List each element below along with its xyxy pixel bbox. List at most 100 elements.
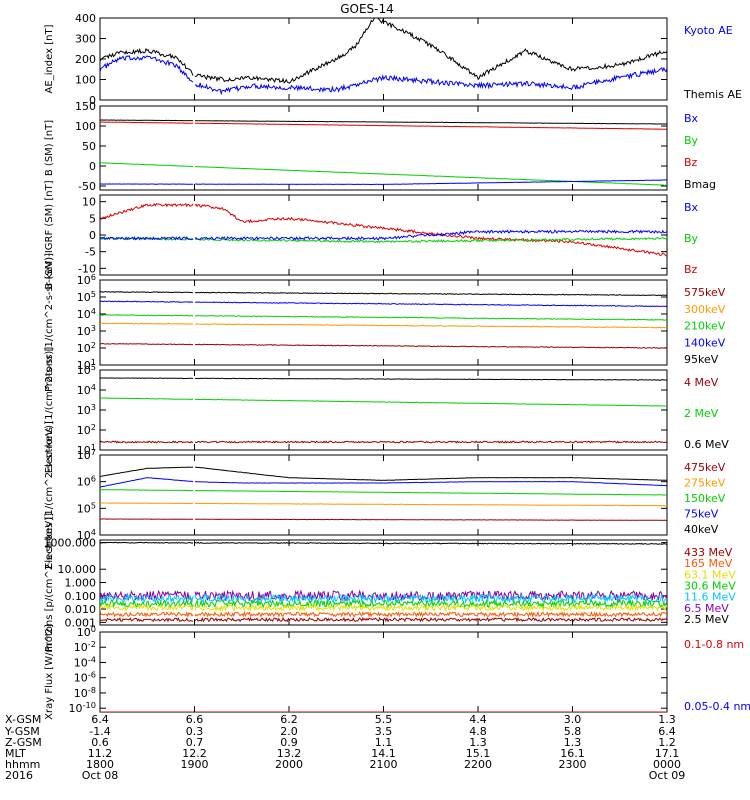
panel-4: 101 102 103 104 105 106 Protons [1/(cm^2-s-sr-…	[44, 253, 726, 392]
x-tick-value: 16.1	[560, 747, 585, 760]
panel-6: 104 105 106 107 Electrons [1/(cm^2-s-sr-keV)…	[44, 421, 726, 569]
panel-2: -50 0 50 100 150 B (SM) [nT] Bx By Bz Bmag	[44, 100, 716, 193]
legend-label: 40keV	[684, 523, 719, 536]
panel-5: 101 102 103 104 105 Electrons [1/(cm^2-s-sr)]…	[44, 347, 729, 474]
series-line	[100, 179, 667, 186]
x-tick-value: 0.7	[186, 736, 204, 749]
y-tick-label: 0.001	[65, 616, 97, 629]
y-tick-label: 10.000	[58, 563, 97, 576]
y-tick-label: 1.000	[65, 577, 97, 590]
y-tick-label: 10-2	[74, 639, 96, 654]
y-tick-label: 10-6	[74, 670, 96, 685]
series-line	[100, 377, 667, 381]
legend-label: 6.5 MeV	[684, 602, 729, 615]
y-axis-label: B (SM) [nT]	[44, 120, 55, 176]
legend-label: 575keV	[684, 286, 726, 299]
series-line	[100, 322, 667, 329]
y-tick-label: 105	[77, 500, 96, 515]
y-axis-label: AE_index [nT]	[44, 24, 55, 93]
legend-label: 433 MeV	[684, 546, 733, 559]
y-tick-label: 1000.000	[44, 537, 97, 550]
series-line	[100, 119, 667, 125]
series-line	[100, 489, 667, 496]
panel-1: 0 100 200 300 400 AE_index [nT] Kyoto AE Themis…	[44, 12, 742, 107]
x-tick-value: 1800	[86, 758, 114, 771]
x-tick-value: 2.0	[280, 725, 298, 738]
legend-label: By	[684, 232, 699, 245]
legend-label: 300keV	[684, 303, 726, 316]
legend-label: 11.6 MeV	[684, 591, 736, 604]
y-tick-label: 106	[77, 474, 96, 489]
y-tick-label: 105	[77, 362, 96, 377]
x-row-label: Z-GSM	[5, 736, 42, 749]
series-line	[100, 300, 667, 308]
legend-label: Bz	[684, 156, 698, 169]
x-tick-value: 4.4	[469, 713, 487, 726]
x-tick-value: Oct 09	[649, 769, 686, 782]
series-line	[100, 477, 667, 488]
y-tick-label: 10-10	[69, 700, 96, 715]
x-tick-value: 1.3	[564, 736, 582, 749]
legend-label: 30.6 MeV	[684, 580, 736, 593]
y-tick-label: 100	[77, 624, 96, 639]
legend-label: Bx	[684, 201, 699, 214]
panel-frame	[99, 194, 668, 276]
panel-frame	[99, 631, 668, 713]
y-tick-label: 104	[77, 306, 96, 321]
y-tick-label: 107	[77, 447, 96, 462]
legend-label: 4 MeV	[684, 376, 719, 389]
legend-label: 75keV	[684, 508, 719, 521]
x-tick-value: 1900	[181, 758, 209, 771]
x-tick-value: 1.3	[469, 736, 487, 749]
y-axis-label: Protons [p/(cm^2-s-sr-keV)]	[44, 513, 55, 652]
legend-label: 0.6 MeV	[684, 438, 729, 451]
y-tick-label: 0	[89, 94, 96, 107]
y-tick-label: 0	[89, 160, 96, 173]
y-tick-label: 104	[77, 382, 96, 397]
y-tick-label: 50	[82, 140, 96, 153]
legend-label: 63.1 MeV	[684, 568, 736, 581]
x-tick-value: 11.2	[88, 747, 113, 760]
legend-label: 95keV	[684, 353, 719, 366]
x-tick-value: 12.2	[182, 747, 207, 760]
y-tick-label: 10-4	[74, 654, 96, 669]
series-line	[100, 342, 667, 349]
x-tick-value: Oct 08	[82, 769, 119, 782]
legend-label: 475keV	[684, 461, 726, 474]
y-tick-label: 0.100	[65, 590, 97, 603]
series-line	[100, 616, 667, 623]
x-tick-value: 2200	[464, 758, 492, 771]
x-tick-value: 5.5	[375, 713, 393, 726]
x-tick-value: 0.6	[91, 736, 109, 749]
y-tick-label: -50	[78, 180, 96, 193]
y-tick-label: 300	[75, 33, 96, 46]
x-tick-value: -1.4	[89, 725, 110, 738]
y-axis-label: Xray Flux [W/m^2]	[44, 624, 55, 720]
legend-label: 2.5 MeV	[684, 613, 729, 626]
series-line	[100, 121, 667, 130]
x-row-label: X-GSM	[5, 713, 41, 726]
series-line	[100, 440, 667, 444]
x-tick-value: 6.2	[280, 713, 298, 726]
x-tick-value: 6.4	[658, 725, 676, 738]
series-line	[100, 598, 667, 609]
x-tick-value: 13.2	[277, 747, 302, 760]
series-line	[100, 18, 667, 84]
panel-frame	[99, 105, 668, 191]
legend-label: Themis AE	[683, 88, 742, 101]
series-line	[100, 603, 667, 613]
y-tick-label: 102	[77, 422, 96, 437]
y-tick-label: 0	[89, 229, 96, 242]
panel-frame	[99, 17, 668, 101]
series-line	[100, 397, 667, 407]
y-tick-label: 102	[77, 340, 96, 355]
series-line	[100, 589, 667, 603]
y-axis-label: B (SM)-IGRF (SM) [nT]	[44, 180, 55, 289]
x-tick-value: 0000	[653, 758, 681, 771]
y-tick-label: 100	[75, 74, 96, 87]
y-tick-label: -10	[78, 262, 96, 275]
y-tick-label: 400	[75, 12, 96, 25]
